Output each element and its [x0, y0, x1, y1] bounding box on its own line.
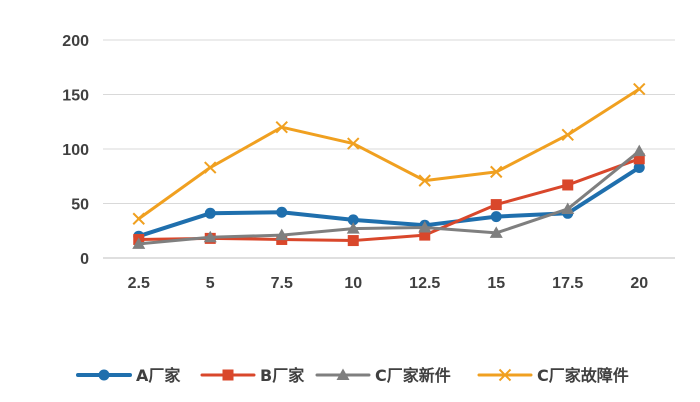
- data-point: [561, 202, 575, 214]
- series-0: [133, 162, 645, 242]
- data-point: [275, 228, 289, 241]
- data-point: [276, 206, 288, 218]
- legend-item-3: C厂家故障件: [477, 366, 629, 385]
- data-point: [490, 165, 503, 179]
- data-point: [561, 128, 574, 142]
- data-point: [490, 211, 502, 223]
- data-point: [346, 222, 360, 234]
- series-line-0: [136, 165, 642, 239]
- series-line-1: [137, 157, 641, 243]
- y-tick-label: 200: [62, 33, 89, 50]
- data-point: [418, 220, 432, 233]
- legend-item-1: B厂家: [200, 366, 305, 385]
- data-point: [418, 174, 431, 187]
- x-tick-label: 12.5: [409, 275, 440, 292]
- data-point: [275, 120, 288, 134]
- x-tick-label: 10: [344, 275, 362, 292]
- legend-label: C厂家新件: [375, 366, 451, 385]
- legend-marker: [498, 368, 512, 382]
- x-tick-label: 15: [487, 275, 505, 292]
- series-2: [132, 144, 646, 249]
- data-point: [132, 212, 145, 225]
- data-point: [347, 137, 360, 150]
- y-tick-label: 150: [62, 88, 89, 105]
- series-layer: [132, 82, 646, 249]
- legend-item-0: A厂家: [76, 366, 181, 385]
- data-point: [419, 229, 431, 241]
- legend-label: A厂家: [136, 366, 181, 385]
- y-axis-tick-labels: 0 50 100 150 200: [62, 33, 89, 268]
- legend-label: C厂家故障件: [537, 366, 629, 385]
- x-tick-label: 7.5: [271, 275, 293, 292]
- data-point: [347, 235, 359, 247]
- legend-marker: [222, 369, 234, 381]
- legend-item-2: C厂家新件: [315, 366, 451, 385]
- series-line-2: [137, 149, 641, 246]
- y-tick-label: 100: [62, 142, 89, 159]
- legend-marker: [336, 368, 350, 380]
- data-point: [204, 207, 216, 219]
- data-point: [489, 226, 503, 238]
- x-tick-label: 2.5: [128, 275, 150, 292]
- data-point: [633, 162, 645, 174]
- data-point: [132, 237, 146, 249]
- y-tick-label: 50: [71, 197, 89, 214]
- x-axis-tick-labels: 2.5 5 7.5 10 12.5 15 17.5 20: [128, 275, 649, 292]
- x-tick-label: 5: [206, 275, 215, 292]
- data-point: [633, 82, 646, 96]
- y-tick-label: 0: [80, 251, 89, 268]
- series-3: [132, 82, 646, 225]
- x-tick-label: 17.5: [552, 275, 583, 292]
- data-point: [347, 214, 359, 226]
- data-point: [490, 199, 502, 211]
- data-point: [633, 153, 645, 165]
- data-point: [203, 230, 217, 243]
- data-point: [204, 161, 217, 174]
- legend: A厂家 B厂家 C厂家新件 C厂家故障件: [76, 366, 629, 385]
- legend-label: B厂家: [260, 366, 305, 385]
- series-line-3: [137, 87, 641, 221]
- data-point: [632, 144, 646, 157]
- data-point: [562, 179, 574, 191]
- legend-marker: [98, 369, 110, 381]
- grid-lines: [103, 39, 675, 259]
- x-tick-label: 20: [630, 275, 648, 292]
